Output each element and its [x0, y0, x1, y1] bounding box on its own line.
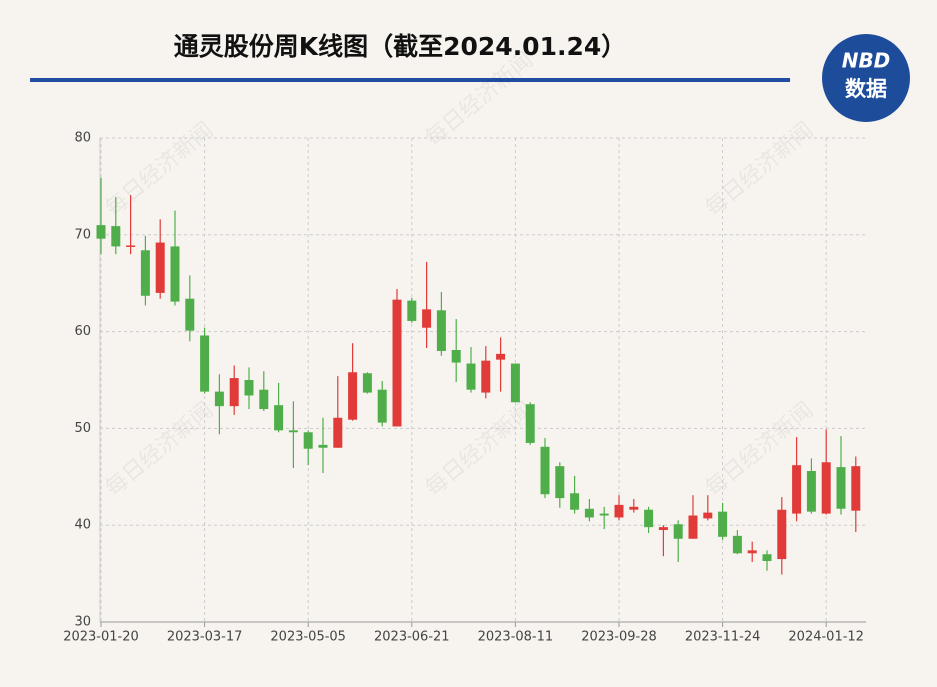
candle-body — [732, 535, 742, 554]
logo-top: NBD — [842, 49, 891, 73]
candle-body — [673, 524, 683, 539]
candle-body — [422, 309, 432, 328]
candle-body — [851, 466, 861, 511]
x-tick-label: 2023-09-28 — [581, 630, 657, 645]
candle-body — [200, 335, 210, 392]
candle-body — [540, 446, 550, 495]
logo-bottom: 数据 — [845, 77, 887, 101]
y-tick-label: 40 — [74, 518, 91, 533]
candle-body — [333, 417, 343, 448]
candle-body — [303, 432, 313, 449]
x-tick-label: 2023-11-24 — [685, 630, 761, 645]
candle-body — [614, 504, 624, 518]
candle-body — [126, 245, 136, 247]
y-tick-label: 50 — [74, 421, 91, 436]
candle-body — [644, 509, 654, 528]
candle-body — [525, 404, 535, 443]
candle-body — [111, 226, 121, 247]
candle-body — [377, 389, 387, 423]
x-tick-label: 2024-01-12 — [788, 630, 864, 645]
candle-body — [170, 246, 180, 302]
candle-body — [658, 527, 668, 531]
y-tick-label: 60 — [74, 324, 91, 339]
candle-body — [718, 511, 728, 537]
candle-body — [836, 467, 846, 509]
candle-body — [496, 353, 506, 360]
candle-body — [777, 509, 787, 560]
candle-body — [688, 515, 698, 539]
candle-body — [481, 360, 491, 393]
candle-body — [96, 225, 106, 239]
candle-body — [762, 554, 772, 562]
candle-body — [362, 373, 372, 393]
logo — [822, 34, 910, 122]
candle-body — [510, 363, 520, 403]
candle-body — [436, 310, 446, 351]
candle-body — [599, 513, 609, 516]
candle-body — [185, 298, 195, 331]
title-rule — [30, 78, 790, 82]
x-tick-label: 2023-06-21 — [374, 630, 450, 645]
candle-body — [629, 506, 639, 510]
candle-body — [155, 242, 165, 293]
y-tick-label: 30 — [74, 615, 91, 630]
y-tick-label: 80 — [74, 131, 91, 146]
candle-body — [584, 508, 594, 518]
x-tick-label: 2023-08-11 — [478, 630, 554, 645]
candle-body — [229, 378, 239, 407]
candle-body — [451, 349, 461, 363]
candle-body — [555, 466, 565, 499]
x-tick-label: 2023-01-20 — [63, 630, 139, 645]
candle-body — [244, 380, 254, 396]
candle-body — [466, 363, 476, 390]
candle-body — [318, 444, 328, 448]
candle-body — [821, 462, 831, 514]
candle-body — [140, 250, 150, 296]
candle-body — [806, 470, 816, 512]
x-tick-label: 2023-05-05 — [270, 630, 346, 645]
candle-body — [407, 300, 417, 321]
candle-body — [792, 465, 802, 514]
candle-body — [392, 299, 402, 427]
candle-body — [703, 512, 713, 519]
candle-body — [288, 430, 298, 433]
candle-body — [747, 550, 757, 554]
candle-body — [214, 391, 224, 407]
chart-title: 通灵股份周K线图（截至2024.01.24） — [174, 32, 627, 61]
x-tick-label: 2023-03-17 — [167, 630, 243, 645]
candle-body — [274, 405, 284, 431]
y-tick-label: 70 — [74, 227, 91, 242]
candle-body — [259, 389, 269, 410]
candle-body — [570, 493, 580, 510]
candle-body — [348, 372, 358, 420]
